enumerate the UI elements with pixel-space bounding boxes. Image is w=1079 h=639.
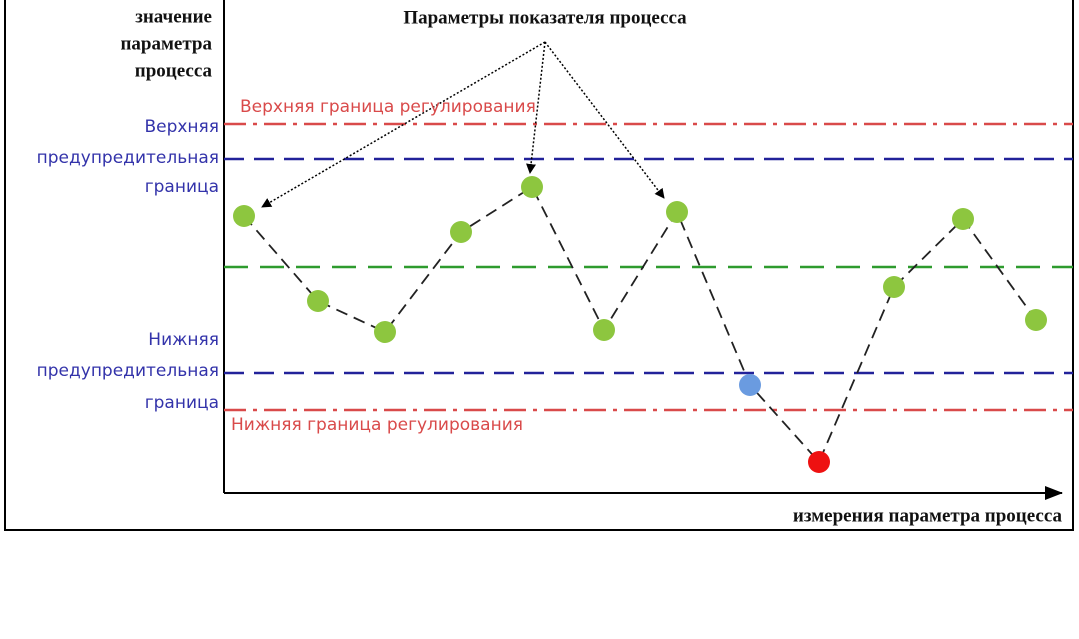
- upper-warning-label: Верхняя: [144, 117, 219, 137]
- point: [521, 176, 543, 198]
- point: [883, 276, 905, 298]
- y-axis-label: значение: [135, 6, 212, 27]
- point: [307, 290, 329, 312]
- point: [233, 205, 255, 227]
- arrow: [544, 41, 665, 199]
- frame: [4, 0, 1074, 531]
- upper-warning-label: граница: [145, 177, 219, 197]
- point: [374, 321, 396, 343]
- point: [952, 208, 974, 230]
- lower-control-label: Нижняя граница регулирования: [231, 415, 523, 435]
- x-axis-label: измерения параметра процесса: [793, 505, 1063, 526]
- point: [666, 201, 688, 223]
- points: [233, 176, 1047, 473]
- lower-warning-label: граница: [145, 393, 219, 413]
- point: [593, 319, 615, 341]
- arrow: [261, 41, 546, 208]
- lower-warning-label: предупредительная: [37, 361, 219, 381]
- lower-warning-label: Нижняя: [148, 330, 219, 350]
- title: Параметры показателя процесса: [403, 7, 687, 28]
- process-line: [243, 185, 1037, 464]
- pointer-arrows: [261, 41, 665, 208]
- upper-warning-label: предупредительная: [37, 148, 219, 168]
- point: [808, 451, 830, 473]
- point: [739, 374, 761, 396]
- point: [450, 221, 472, 243]
- y-axis-label: параметра: [120, 33, 212, 54]
- point: [1025, 309, 1047, 331]
- y-axis-label: процесса: [135, 60, 213, 81]
- upper-control-label: Верхняя граница регулирования: [240, 97, 536, 117]
- arrow: [526, 41, 546, 174]
